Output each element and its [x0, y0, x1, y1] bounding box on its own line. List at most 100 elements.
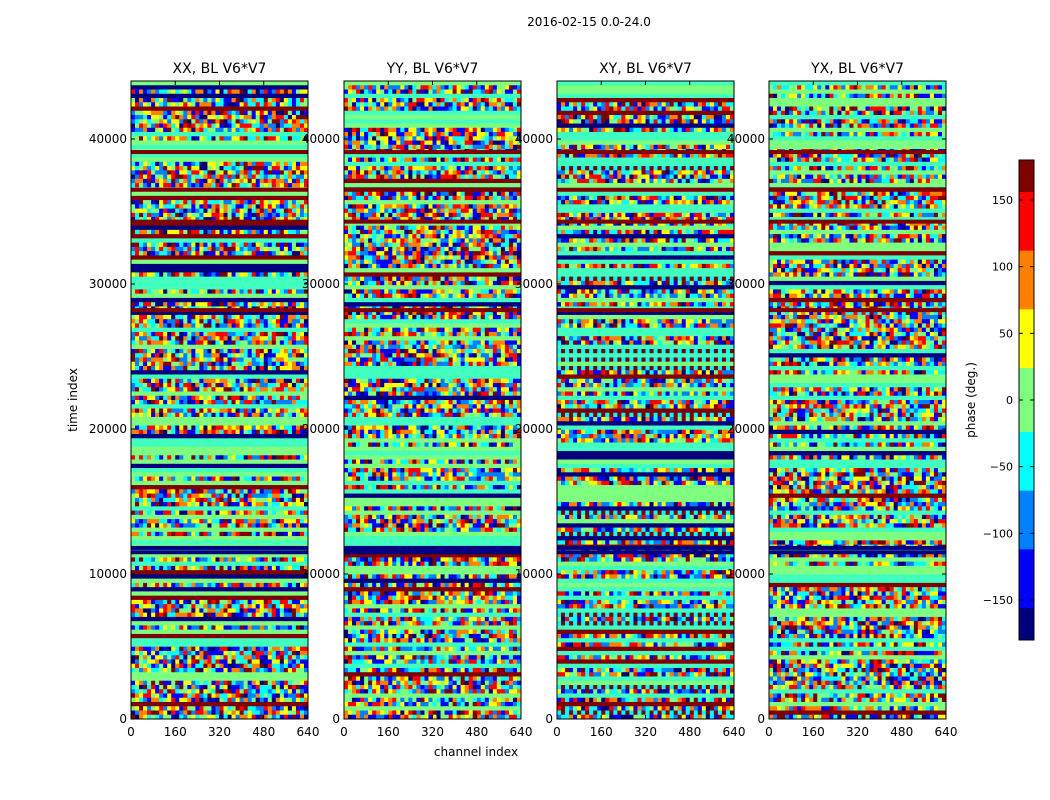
heatmap-row	[131, 344, 308, 350]
heatmap-cell	[484, 85, 490, 90]
heatmap-cell	[183, 166, 188, 171]
heatmap-cell	[231, 170, 236, 175]
heatmap-cell	[283, 217, 289, 222]
heatmap-cell	[456, 191, 461, 197]
heatmap-cell	[283, 531, 289, 537]
heatmap-cell	[267, 387, 273, 392]
heatmap-cell	[135, 395, 140, 401]
heatmap-cell	[163, 382, 168, 388]
heatmap-cell	[179, 608, 184, 613]
heatmap-cell	[135, 136, 140, 141]
heatmap-cell	[412, 191, 417, 197]
heatmap-cell	[247, 646, 252, 652]
heatmap-cell	[211, 684, 216, 690]
heatmap-cell	[263, 697, 269, 703]
heatmap-cell	[135, 667, 140, 673]
heatmap-cell	[356, 225, 361, 231]
heatmap-cell	[231, 429, 236, 435]
heatmap-cell	[472, 246, 478, 252]
heatmap-cell	[255, 127, 261, 133]
heatmap-cell	[171, 400, 176, 405]
heatmap-cell	[195, 115, 200, 120]
heatmap-cell	[247, 183, 252, 188]
heatmap-cell	[472, 174, 478, 180]
heatmap-cell	[227, 229, 232, 235]
heatmap-cell	[223, 582, 228, 588]
heatmap-cell	[400, 106, 405, 112]
heatmap-cell	[147, 229, 152, 235]
heatmap-cell	[255, 183, 261, 188]
heatmap-cell	[267, 331, 273, 337]
heatmap-cell	[131, 204, 136, 209]
heatmap-cell	[279, 697, 285, 703]
heatmap-cell	[404, 263, 409, 269]
heatmap-cell	[440, 259, 445, 265]
heatmap-cell	[243, 599, 248, 605]
heatmap-cell	[452, 140, 457, 146]
heatmap-cell	[267, 523, 273, 528]
heatmap-cell	[255, 115, 261, 120]
heatmap-row	[131, 259, 308, 265]
heatmap-cell	[500, 157, 506, 163]
heatmap-cell	[267, 110, 273, 116]
heatmap-cell	[420, 204, 425, 209]
heatmap-cell	[155, 400, 160, 405]
heatmap-cell	[283, 697, 289, 703]
heatmap-cell	[187, 395, 192, 401]
heatmap-cell	[263, 489, 269, 494]
heatmap-cell	[203, 246, 208, 252]
heatmap-cell	[167, 493, 172, 499]
heatmap-cell	[356, 242, 361, 248]
heatmap-cell	[267, 489, 273, 494]
heatmap-cell	[191, 400, 196, 405]
heatmap-cell	[147, 693, 152, 699]
heatmap-cell	[131, 314, 136, 320]
heatmap-cell	[195, 119, 200, 124]
heatmap-cell	[207, 557, 212, 562]
heatmap-cell	[175, 625, 180, 630]
heatmap-cell	[472, 157, 478, 163]
heatmap-cell	[239, 659, 244, 665]
heatmap-cell	[448, 106, 453, 112]
heatmap-cell	[163, 208, 168, 214]
heatmap-cell	[472, 127, 478, 133]
heatmap-cell	[155, 365, 160, 371]
heatmap-cell	[247, 706, 252, 711]
heatmap-cell	[159, 166, 164, 171]
heatmap-cell	[420, 225, 425, 231]
heatmap-cell	[303, 340, 309, 346]
heatmap-cell	[231, 412, 236, 418]
heatmap-cell	[460, 144, 465, 150]
heatmap-cell	[267, 531, 273, 537]
heatmap-cell	[235, 557, 240, 562]
heatmap-cell	[464, 132, 470, 137]
heatmap-cell	[223, 98, 228, 103]
heatmap-cell	[207, 531, 212, 537]
heatmap-cell	[151, 98, 156, 103]
heatmap-cell	[344, 251, 349, 256]
heatmap-cell	[436, 157, 441, 163]
heatmap-cell	[295, 395, 301, 401]
heatmap-cell	[480, 238, 486, 243]
heatmap-cell	[219, 217, 224, 222]
heatmap-cell	[263, 340, 269, 346]
heatmap-cell	[255, 425, 261, 431]
heatmap-cell	[207, 684, 212, 690]
heatmap-cell	[440, 225, 445, 231]
heatmap-cell	[211, 395, 216, 401]
heatmap-cell	[344, 132, 349, 137]
heatmap-cell	[291, 395, 297, 401]
heatmap-cell	[167, 378, 172, 384]
heatmap-cell	[163, 229, 168, 235]
heatmap-cell	[215, 531, 220, 537]
dark-band	[131, 550, 308, 555]
heatmap-cell	[151, 161, 156, 167]
heatmap-cell	[195, 378, 200, 384]
heatmap-cell	[251, 531, 257, 537]
heatmap-cell	[299, 663, 305, 669]
heatmap-cell	[376, 263, 381, 269]
heatmap-cell	[211, 510, 216, 516]
heatmap-cell	[368, 98, 373, 103]
heatmap-cell	[271, 123, 277, 129]
heatmap-cell	[183, 693, 188, 699]
